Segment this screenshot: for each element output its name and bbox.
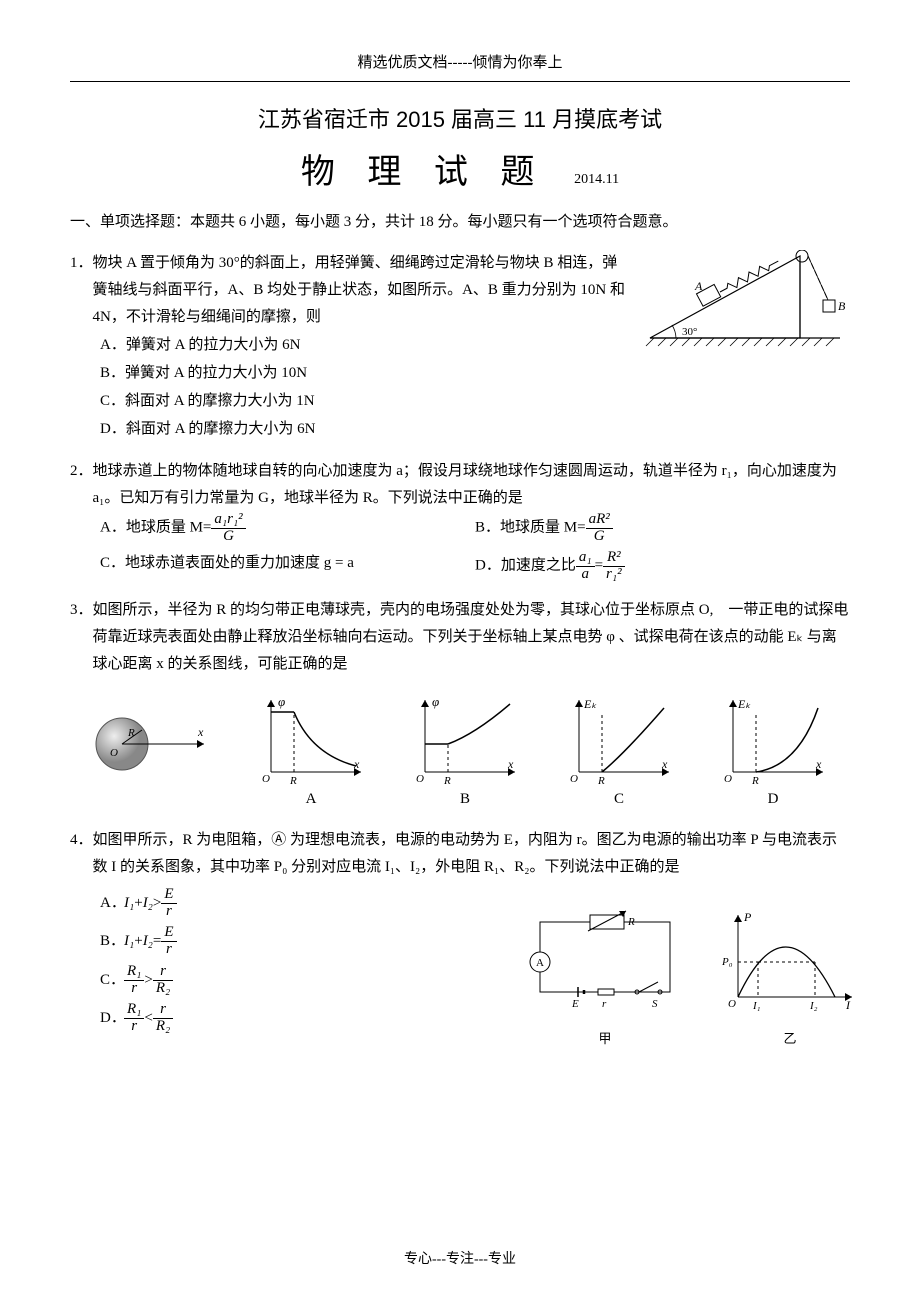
svg-text:I₁: I₁ [752, 1000, 761, 1012]
footer-tag: 专心---专注---专业 [0, 1247, 920, 1272]
svg-text:I₂: I₂ [809, 1000, 818, 1012]
subject-row: 物 理 试 题 2014.11 [70, 142, 850, 203]
q3-sphere-diagram: R O x [92, 694, 212, 813]
svg-text:O: O [728, 998, 736, 1010]
svg-text:R: R [597, 775, 605, 784]
question-4: 4．如图甲所示，R 为电阻箱，Ⓐ 为理想电流表，电源的电动势为 E，内阻为 r。… [70, 827, 850, 1035]
q1-opt-d: D．斜面对 A 的摩擦力大小为 6N [100, 416, 850, 443]
svg-text:O: O [262, 773, 270, 784]
exam-date: 2014.11 [574, 172, 619, 187]
q2-opt-b: B．地球质量 M=aR²G [475, 512, 850, 545]
q4-figures: R A E r S 甲 [520, 907, 860, 1050]
q1-opt-c: C．斜面对 A 的摩擦力大小为 1N [100, 388, 850, 415]
q4-stem: 4．如图甲所示，R 为电阻箱，Ⓐ 为理想电流表，电源的电动势为 E，内阻为 r。… [70, 827, 850, 881]
svg-text:x: x [197, 725, 204, 739]
q4-graph: P I O P₀ I₁ I₂ 乙 [720, 907, 860, 1050]
svg-text:R: R [127, 727, 135, 739]
q3-graph-b: φ x O R B [410, 694, 520, 813]
angle-label: 30° [682, 326, 697, 338]
svg-text:I: I [845, 998, 851, 1012]
q3-graphs: R O x φ x O R A [70, 694, 850, 813]
svg-text:R: R [751, 775, 759, 784]
q2-opt-a: A．地球质量 M=a₁r₁²G [100, 512, 475, 545]
q3-graph-c: Eₖ x O R C [564, 694, 674, 813]
q1-opt-b: B．弹簧对 A 的拉力大小为 10N [100, 360, 850, 387]
q3-graph-d: Eₖ x O R D [718, 694, 828, 813]
svg-text:B: B [838, 299, 846, 313]
question-2: 2．地球赤道上的物体随地球自转的向心加速度为 a；假设月球绕地球作匀速圆周运动，… [70, 458, 850, 583]
svg-text:E: E [571, 998, 579, 1010]
q2-row1: A．地球质量 M=a₁r₁²G B．地球质量 M=aR²G [70, 512, 850, 545]
q1-figure: 30° A B [640, 250, 850, 360]
svg-text:S: S [652, 998, 658, 1010]
q3-graph-a: φ x O R A [256, 694, 366, 813]
q2-row2: C．地球赤道表面处的重力加速度 g = a D．加速度之比a₁a=R²r₁² [70, 550, 850, 583]
svg-text:A: A [694, 279, 703, 293]
svg-text:P₀: P₀ [721, 956, 733, 968]
q2-stem: 2．地球赤道上的物体随地球自转的向心加速度为 a；假设月球绕地球作匀速圆周运动，… [70, 458, 850, 512]
svg-text:R: R [289, 775, 297, 784]
svg-text:Eₖ: Eₖ [737, 697, 751, 711]
svg-text:P: P [743, 910, 752, 924]
question-1: 30° A B 1．物块 A 置于倾角为 30°的斜面上，用轻弹簧、细绳跨过定滑… [70, 250, 850, 444]
exam-title: 江苏省宿迁市 2015 届高三 11 月摸底考试 [70, 100, 850, 140]
question-3: 3．如图所示，半径为 R 的均匀带正电薄球壳，壳内的电场强度处处为零，其球心位于… [70, 597, 850, 813]
svg-text:x: x [815, 757, 822, 771]
svg-text:O: O [570, 773, 578, 784]
svg-text:A: A [536, 957, 544, 969]
svg-text:r: r [602, 998, 607, 1010]
svg-text:O: O [416, 773, 424, 784]
q2-opt-c: C．地球赤道表面处的重力加速度 g = a [100, 550, 475, 583]
svg-text:φ: φ [278, 694, 285, 709]
svg-text:R: R [627, 916, 635, 928]
svg-text:O: O [724, 773, 732, 784]
svg-text:R: R [443, 775, 451, 784]
svg-text:φ: φ [432, 694, 439, 709]
svg-text:x: x [353, 757, 360, 771]
subject-title: 物 理 试 题 [301, 154, 547, 191]
section-heading: 一、单项选择题：本题共 6 小题，每小题 3 分，共计 18 分。每小题只有一个… [70, 209, 850, 236]
q2-opt-d: D．加速度之比a₁a=R²r₁² [475, 550, 850, 583]
svg-text:O: O [110, 747, 118, 759]
svg-text:x: x [661, 757, 668, 771]
svg-text:x: x [507, 757, 514, 771]
header-tag: 精选优质文档-----倾情为你奉上 [70, 50, 850, 82]
q3-stem: 3．如图所示，半径为 R 的均匀带正电薄球壳，壳内的电场强度处处为零，其球心位于… [70, 597, 850, 678]
svg-text:Eₖ: Eₖ [583, 697, 597, 711]
q4-circuit: R A E r S 甲 [520, 907, 690, 1050]
